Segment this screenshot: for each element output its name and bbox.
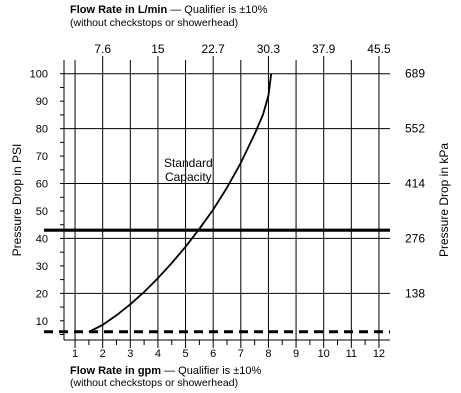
x-tick-label: 9 (293, 348, 299, 360)
y-right-tick-label: 138 (405, 286, 425, 300)
series-curve-standard-capacity (88, 73, 273, 333)
y-tick-label: 70 (36, 151, 48, 163)
x-tick-label: 6 (210, 348, 216, 360)
y-tick-label: 50 (36, 206, 48, 218)
x-top-tick-label: 37.9 (312, 42, 336, 56)
y-tick-label: 40 (36, 233, 48, 245)
bottom-axis-title: Flow Rate in gpm — Qualifier is ±10% (70, 365, 261, 377)
top-axis-title-bold: Flow Rate in L/min (70, 4, 168, 16)
y-tick-label: 80 (36, 124, 48, 136)
y-tick-label: 10 (36, 316, 48, 328)
y-axis-title-left: Pressure Drop in PSI (10, 144, 24, 257)
series-label: Standard (164, 156, 213, 170)
x-tick-label: 8 (265, 348, 271, 360)
x-tick-label: 2 (100, 348, 106, 360)
top-axis-title-rest: — Qualifier is ±10% (167, 4, 268, 16)
x-tick-label: 10 (318, 348, 330, 360)
y-right-tick-label: 552 (405, 122, 425, 136)
y-axis-title-right: Pressure Drop in kPa (437, 143, 451, 257)
x-top-tick-label: 45.5 (367, 42, 391, 56)
x-tick-label: 4 (155, 348, 161, 360)
y-right-tick-label: 276 (405, 231, 425, 245)
series-label: Capacity (165, 170, 212, 184)
y-right-tick-label: 414 (405, 177, 425, 191)
top-axis-title: Flow Rate in L/min — Qualifier is ±10% (70, 4, 267, 16)
bottom-axis-title-bold: Flow Rate in gpm (70, 365, 162, 377)
y-right-tick-label: 689 (405, 67, 425, 81)
x-tick-label: 3 (127, 348, 133, 360)
x-tick-label: 1 (72, 348, 78, 360)
x-tick-label: 5 (182, 348, 188, 360)
x-top-tick-label: 15 (151, 42, 165, 56)
top-axis-note: (without checkstops or showerhead) (70, 17, 239, 29)
y-tick-label: 90 (36, 96, 48, 108)
bottom-axis-title-rest: — Qualifier is ±10% (161, 365, 262, 377)
x-top-tick-label: 22.7 (202, 42, 226, 56)
bottom-axis-note: (without checkstops or showerhead) (70, 377, 239, 389)
x-tick-label: 12 (373, 348, 385, 360)
x-top-tick-label: 7.6 (94, 42, 111, 56)
x-tick-label: 11 (346, 348, 357, 360)
x-top-tick-label: 30.3 (257, 42, 281, 56)
y-tick-label: 30 (36, 261, 48, 273)
y-tick-label: 100 (30, 69, 48, 81)
x-tick-label: 7 (238, 348, 244, 360)
y-tick-label: 60 (36, 179, 48, 191)
y-tick-label: 20 (36, 288, 48, 300)
